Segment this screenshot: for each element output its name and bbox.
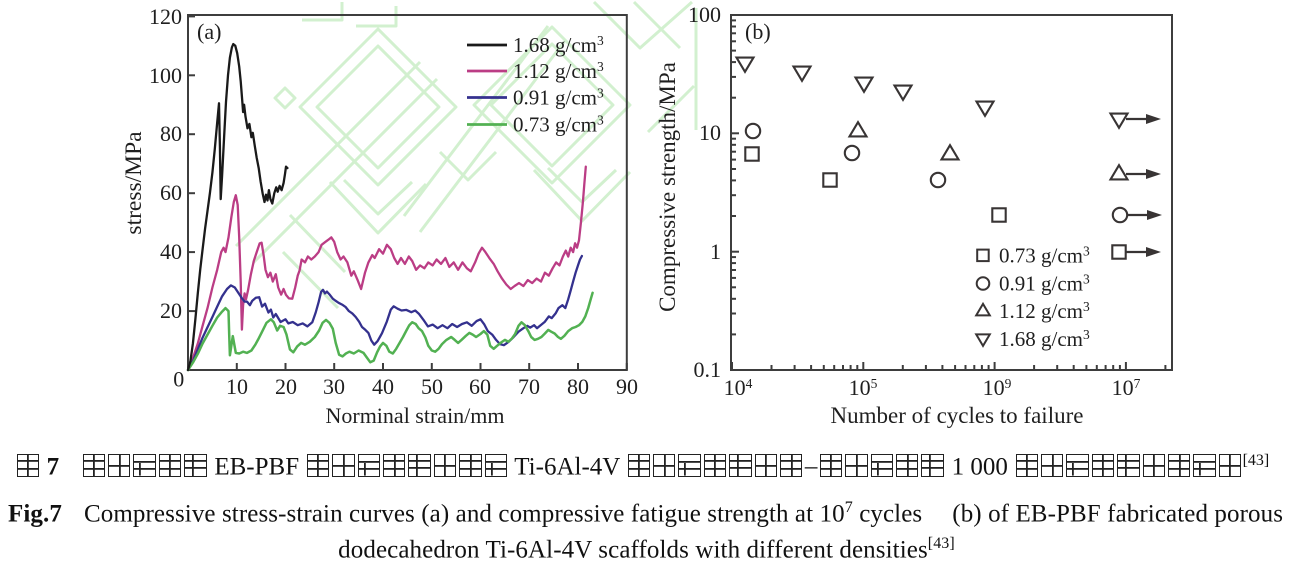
svg-text:60: 60: [469, 374, 491, 399]
svg-text:0.73 g/cm3: 0.73 g/cm3: [513, 113, 604, 137]
svg-text:100: 100: [149, 63, 182, 88]
svg-text:(b): (b): [745, 19, 771, 44]
svg-text:Number of cycles to failure: Number of cycles to failure: [831, 403, 1084, 428]
svg-text:20: 20: [275, 374, 297, 399]
svg-text:50: 50: [421, 374, 443, 399]
svg-text:70: 70: [518, 374, 540, 399]
svg-text:1.68 g/cm3: 1.68 g/cm3: [999, 327, 1090, 351]
svg-text:0: 0: [173, 367, 184, 392]
svg-text:40: 40: [160, 239, 182, 264]
svg-text:80: 80: [160, 121, 182, 146]
svg-text:Compressive strength/MPa: Compressive strength/MPa: [655, 62, 680, 312]
svg-text:0.1: 0.1: [694, 357, 722, 382]
svg-text:10: 10: [699, 120, 721, 145]
svg-text:60: 60: [160, 180, 182, 205]
svg-text:Norminal strain/mm: Norminal strain/mm: [325, 403, 504, 428]
svg-text:1.12 g/cm3: 1.12 g/cm3: [513, 59, 604, 83]
svg-text:120: 120: [149, 4, 182, 29]
svg-text:40: 40: [372, 374, 394, 399]
svg-text:0.91 g/cm3: 0.91 g/cm3: [513, 86, 604, 110]
svg-text:0.73 g/cm3: 0.73 g/cm3: [999, 243, 1090, 267]
svg-text:80: 80: [567, 374, 589, 399]
svg-text:20: 20: [160, 298, 182, 323]
svg-text:1.68 g/cm3: 1.68 g/cm3: [513, 33, 604, 57]
svg-text:1.12 g/cm3: 1.12 g/cm3: [999, 299, 1090, 323]
svg-text:90: 90: [616, 374, 638, 399]
svg-text:30: 30: [323, 374, 345, 399]
svg-text:10: 10: [226, 374, 248, 399]
svg-text:0.91 g/cm3: 0.91 g/cm3: [999, 272, 1090, 296]
svg-text:(a): (a): [197, 19, 221, 44]
svg-text:100: 100: [688, 2, 721, 27]
svg-text:1: 1: [710, 239, 721, 264]
svg-text:stress/MPa: stress/MPa: [121, 131, 147, 235]
